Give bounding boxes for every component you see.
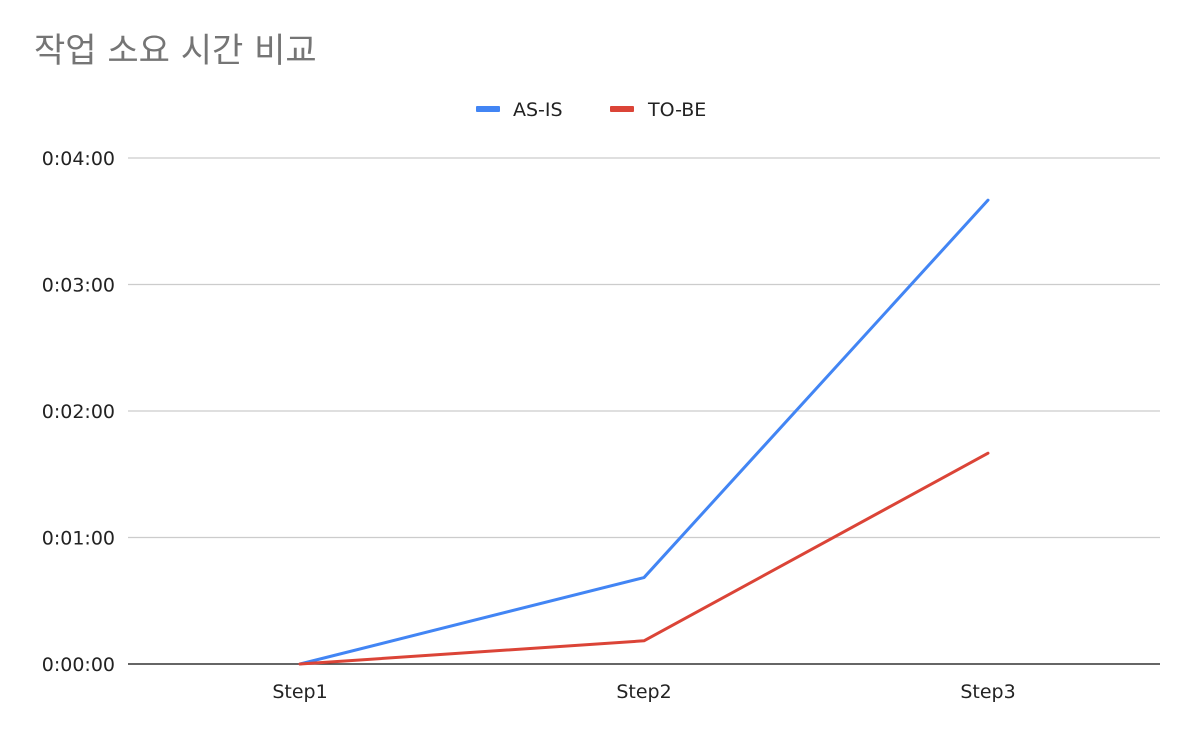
- y-tick-label: 0:03:00: [42, 275, 115, 297]
- legend-item-as-is: AS-IS: [476, 99, 563, 121]
- x-tick-label: Step2: [616, 681, 671, 703]
- legend: AS-IS TO-BE: [476, 99, 706, 121]
- y-tick-label: 0:01:00: [42, 528, 115, 550]
- x-tick-label: Step3: [960, 681, 1015, 703]
- y-axis: 0:00:00 0:01:00 0:02:00 0:03:00 0:04:00: [42, 148, 115, 676]
- legend-label: TO-BE: [647, 99, 706, 121]
- legend-item-to-be: TO-BE: [610, 99, 706, 121]
- legend-swatch: [476, 106, 500, 112]
- y-tick-label: 0:00:00: [42, 654, 115, 676]
- series-line-to-be: [298, 451, 990, 666]
- gridlines: [128, 157, 1160, 665]
- series-line-as-is: [298, 198, 990, 666]
- y-tick-label: 0:04:00: [42, 148, 115, 170]
- x-axis: Step1 Step2 Step3: [272, 681, 1015, 703]
- legend-label: AS-IS: [513, 99, 563, 121]
- chart-title: 작업 소요 시간 비교: [34, 31, 317, 71]
- legend-swatch: [610, 106, 634, 112]
- x-tick-label: Step1: [272, 681, 327, 703]
- y-tick-label: 0:02:00: [42, 401, 115, 423]
- series-group: [298, 198, 990, 666]
